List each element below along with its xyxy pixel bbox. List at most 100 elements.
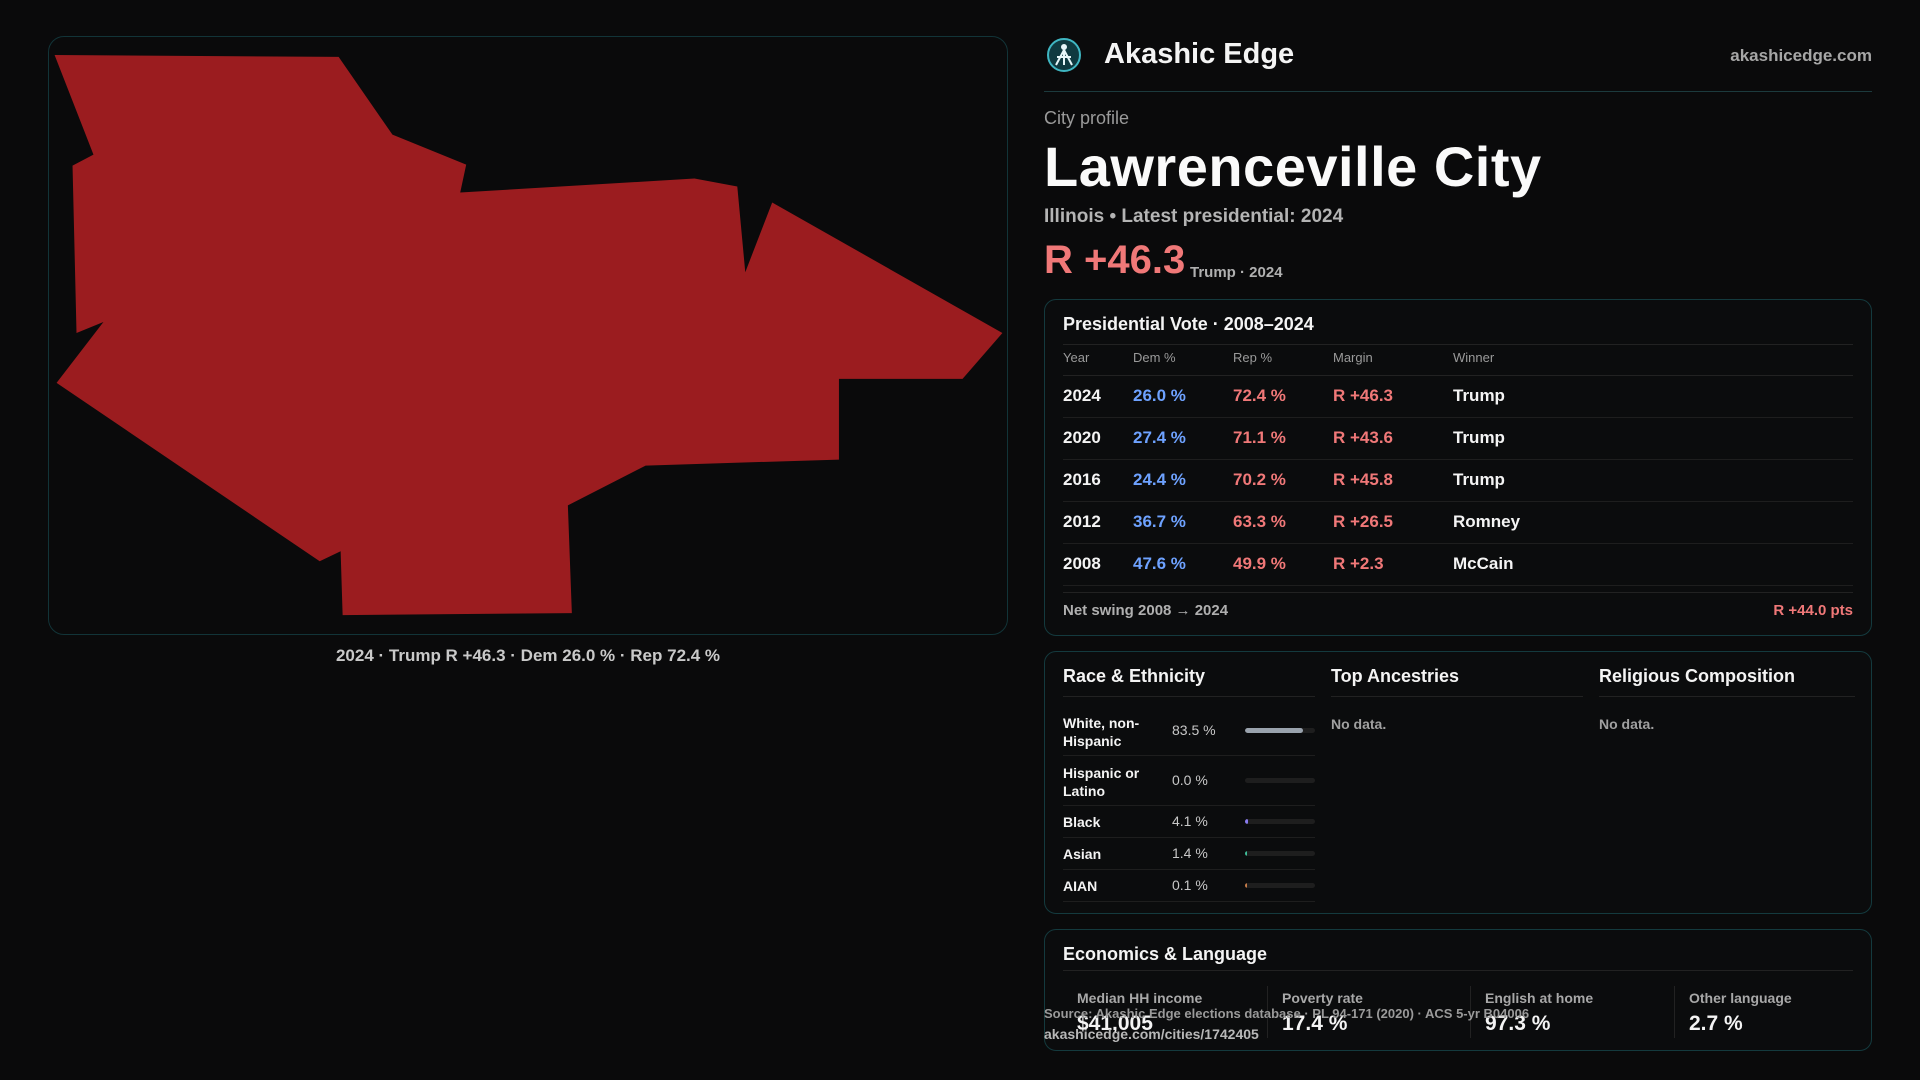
race-ethnicity-section: Race & Ethnicity White, non-Hispanic 83.… xyxy=(1063,666,1315,902)
race-bar-fill xyxy=(1245,728,1304,733)
race-pct: 0.1 % xyxy=(1172,877,1208,893)
econ-value: 2.7 % xyxy=(1689,1012,1743,1035)
row-rep: 49.9 % xyxy=(1233,554,1286,573)
table-row: 2016 24.4 % 70.2 % R +45.8 Trump xyxy=(1063,460,1853,502)
row-year: 2020 xyxy=(1063,428,1101,447)
race-bar-fill xyxy=(1245,883,1247,888)
row-winner: McCain xyxy=(1453,554,1514,573)
econ-english: English at home 97.3 % xyxy=(1485,990,1675,1036)
row-rep: 63.3 % xyxy=(1233,512,1286,531)
race-bar-track xyxy=(1245,778,1315,783)
brand-url-link[interactable]: akashicedge.com xyxy=(1730,46,1872,65)
row-margin: R +45.8 xyxy=(1333,470,1394,489)
vote-table-header: Year Dem % Rep % Margin Winner xyxy=(1063,350,1853,376)
econ-label: Other language xyxy=(1689,990,1792,1006)
race-row-hispanic: Hispanic or Latino 0.0 % xyxy=(1063,756,1315,806)
divider xyxy=(1674,986,1675,1038)
race-pct: 0.0 % xyxy=(1172,772,1208,788)
religion-section: Religious Composition No data. xyxy=(1599,666,1855,732)
page-title: Lawrenceville City xyxy=(1044,135,1542,198)
row-winner: Trump xyxy=(1453,470,1505,489)
presidential-vote-card: Presidential Vote · 2008–2024 Year Dem %… xyxy=(1044,299,1872,636)
city-boundary-svg xyxy=(54,54,1003,616)
race-bar-fill xyxy=(1245,819,1248,824)
race-bar-track xyxy=(1245,819,1315,824)
row-rep: 72.4 % xyxy=(1233,386,1286,405)
econ-label: Poverty rate xyxy=(1282,990,1363,1006)
header-dem: Dem % xyxy=(1133,350,1176,365)
city-boundary-shape[interactable] xyxy=(54,54,1003,616)
brand-bar: Akashic Edge akashicedge.com xyxy=(1044,34,1872,92)
economics-card: Economics & Language Median HH income $4… xyxy=(1044,929,1872,1051)
divider xyxy=(1267,986,1268,1038)
econ-other-language: Other language 2.7 % xyxy=(1689,990,1879,1036)
row-dem: 26.0 % xyxy=(1133,386,1186,405)
row-margin: R +43.6 xyxy=(1333,428,1394,447)
city-boundary-map[interactable] xyxy=(48,36,1008,635)
race-pct: 1.4 % xyxy=(1172,845,1208,861)
divider xyxy=(1599,696,1855,697)
religion-empty: No data. xyxy=(1599,716,1655,732)
econ-label: English at home xyxy=(1485,990,1594,1006)
source-url-link[interactable]: akashicedge.com/cities/1742405 xyxy=(1044,1026,1259,1042)
source-note: Source: Akashic Edge elections database … xyxy=(1044,1006,1530,1021)
religion-title: Religious Composition xyxy=(1599,666,1795,686)
divider xyxy=(1470,986,1471,1038)
race-label: White, non-Hispanic xyxy=(1063,715,1140,749)
row-year: 2012 xyxy=(1063,512,1101,531)
row-winner: Trump xyxy=(1453,386,1505,405)
race-bar-track xyxy=(1245,728,1315,733)
econ-label: Median HH income xyxy=(1077,990,1203,1006)
race-bar-track xyxy=(1245,851,1315,856)
race-row-white: White, non-Hispanic 83.5 % xyxy=(1063,706,1315,756)
divider xyxy=(1063,592,1853,593)
race-row-asian: Asian 1.4 % xyxy=(1063,838,1315,870)
race-label: Asian xyxy=(1063,846,1102,862)
table-row: 2008 47.6 % 49.9 % R +2.3 McCain xyxy=(1063,544,1853,586)
race-bar-track xyxy=(1245,883,1315,888)
race-row-aian: AIAN 0.1 % xyxy=(1063,870,1315,902)
brand-logo-icon xyxy=(1047,38,1081,72)
row-year: 2008 xyxy=(1063,554,1101,573)
race-row-black: Black 4.1 % xyxy=(1063,806,1315,838)
race-label: AIAN xyxy=(1063,878,1098,894)
header-margin: Margin xyxy=(1333,350,1373,365)
row-dem: 27.4 % xyxy=(1133,428,1186,447)
race-label: Black xyxy=(1063,814,1101,830)
brand-name: Akashic Edge xyxy=(1104,38,1295,70)
ancestries-section: Top Ancestries No data. xyxy=(1331,666,1583,732)
row-rep: 70.2 % xyxy=(1233,470,1286,489)
table-row: 2024 26.0 % 72.4 % R +46.3 Trump xyxy=(1063,376,1853,418)
ancestries-title: Top Ancestries xyxy=(1331,666,1460,686)
econ-value: 97.3 % xyxy=(1485,1012,1551,1035)
race-label: Hispanic or Latino xyxy=(1063,765,1140,799)
race-bar-fill xyxy=(1245,851,1247,856)
row-margin: R +2.3 xyxy=(1333,554,1384,573)
row-rep: 71.1 % xyxy=(1233,428,1286,447)
vote-card-title: Presidential Vote · 2008–2024 xyxy=(1063,314,1314,334)
econ-poverty: Poverty rate 17.4 % xyxy=(1282,990,1472,1036)
table-row: 2012 36.7 % 63.3 % R +26.5 Romney xyxy=(1063,502,1853,544)
row-winner: Trump xyxy=(1453,428,1505,447)
net-swing-label: Net swing 2008 → 2024 xyxy=(1063,602,1229,619)
divider xyxy=(1063,344,1853,345)
divider xyxy=(1063,970,1853,971)
divider xyxy=(1331,696,1583,697)
profile-subline: Illinois • Latest presidential: 2024 xyxy=(1044,206,1344,227)
row-winner: Romney xyxy=(1453,512,1521,531)
row-margin: R +26.5 xyxy=(1333,512,1394,531)
econ-value: 17.4 % xyxy=(1282,1012,1348,1035)
net-swing-value: R +44.0 pts xyxy=(1773,602,1853,619)
econ-value: $41,005 xyxy=(1077,1012,1153,1035)
row-margin: R +46.3 xyxy=(1333,386,1394,405)
map-caption: 2024 · Trump R +46.3 · Dem 26.0 % · Rep … xyxy=(335,646,721,665)
row-dem: 36.7 % xyxy=(1133,512,1186,531)
header-winner: Winner xyxy=(1453,350,1495,365)
profile-eyebrow: City profile xyxy=(1044,108,1130,128)
row-dem: 47.6 % xyxy=(1133,554,1186,573)
profile-panel: Akashic Edge akashicedge.com City profil… xyxy=(1044,0,1872,1080)
latest-margin: R +46.3 xyxy=(1044,238,1186,282)
demographics-card: Race & Ethnicity White, non-Hispanic 83.… xyxy=(1044,651,1872,914)
econ-income: Median HH income $41,005 xyxy=(1077,990,1267,1036)
divider xyxy=(1063,696,1315,697)
